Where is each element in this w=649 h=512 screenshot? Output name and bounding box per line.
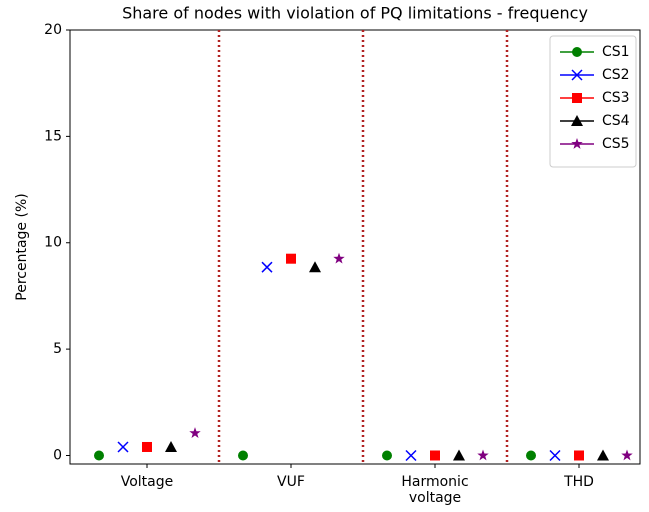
marker bbox=[286, 253, 296, 264]
y-tick-label: 20 bbox=[44, 22, 62, 38]
marker bbox=[238, 450, 248, 461]
y-tick-label: 10 bbox=[44, 235, 62, 251]
marker bbox=[261, 261, 273, 273]
marker bbox=[94, 450, 104, 461]
legend-box bbox=[549, 35, 637, 168]
x-tick-label: Harmonic voltage bbox=[401, 474, 469, 506]
marker bbox=[333, 252, 345, 264]
marker bbox=[189, 427, 201, 439]
marker bbox=[526, 450, 536, 461]
marker bbox=[571, 138, 583, 149]
marker bbox=[572, 47, 582, 57]
marker bbox=[621, 449, 633, 461]
plot-frame bbox=[69, 29, 641, 465]
marker bbox=[165, 440, 177, 452]
marker bbox=[430, 450, 440, 461]
marker bbox=[574, 450, 584, 461]
legend: CS1 CS2 CS3 CS4 CS5 bbox=[549, 35, 637, 168]
x-tick-label: Voltage bbox=[120, 474, 174, 490]
legend-label: CS3 bbox=[602, 90, 630, 106]
marker bbox=[571, 115, 583, 126]
marker bbox=[549, 449, 561, 462]
legend-label: CS1 bbox=[602, 44, 630, 60]
marker bbox=[597, 449, 609, 461]
x-tick-label: VUF bbox=[277, 474, 305, 490]
y-tick-label: 0 bbox=[53, 447, 62, 463]
y-axis-label: Percentage (%) bbox=[14, 193, 30, 300]
legend-label: CS4 bbox=[602, 113, 630, 129]
marker bbox=[572, 93, 582, 103]
marker bbox=[571, 69, 583, 81]
y-tick-label: 15 bbox=[44, 128, 62, 144]
x-tick-label: THD bbox=[564, 474, 594, 490]
marker bbox=[453, 449, 465, 461]
marker bbox=[405, 449, 417, 462]
marker bbox=[477, 449, 489, 461]
marker bbox=[117, 441, 129, 453]
marker bbox=[309, 261, 321, 273]
marker bbox=[382, 450, 392, 461]
y-tick-label: 5 bbox=[53, 341, 62, 357]
legend-label: CS5 bbox=[602, 136, 630, 152]
chart-title: Share of nodes with violation of PQ limi… bbox=[122, 4, 588, 23]
marker bbox=[142, 441, 152, 452]
legend-label: CS2 bbox=[602, 67, 630, 83]
